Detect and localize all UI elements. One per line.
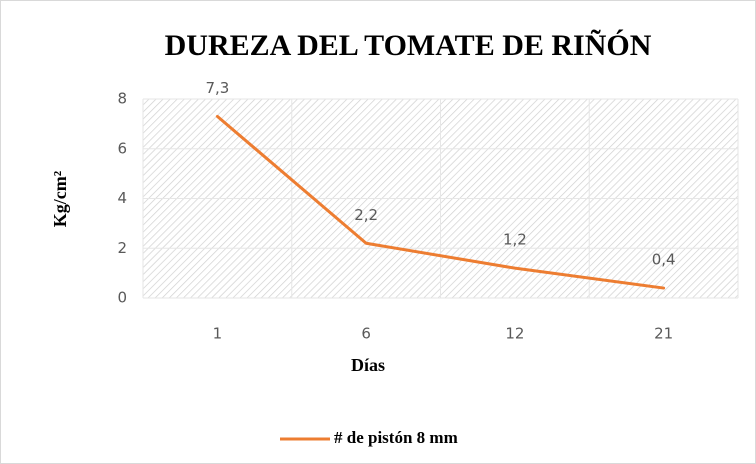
line: [215, 114, 666, 290]
y-tick-label: 0: [117, 289, 127, 307]
y-tick-label: 2: [117, 239, 127, 257]
y-axis-label: Kg/cm²: [50, 171, 70, 227]
x-axis-label: Días: [351, 355, 385, 375]
x-tick-label: 6: [361, 325, 371, 343]
data-label: 7,3: [205, 79, 229, 97]
data-label: 0,4: [652, 251, 676, 269]
y-tick-label: 8: [117, 90, 127, 108]
chart-title: DUREZA DEL TOMATE DE RIÑÓN: [165, 29, 652, 62]
data-label: 1,2: [503, 231, 527, 249]
legend-label: # de pistón 8 mm: [334, 428, 458, 447]
x-tick-label: 1: [213, 325, 223, 343]
y-tick-label: 6: [117, 139, 127, 157]
data-label: 2,2: [354, 206, 378, 224]
x-tick-label: 21: [654, 325, 673, 343]
x-tick-label: 12: [505, 325, 524, 343]
y-tick-label: 4: [117, 189, 127, 207]
